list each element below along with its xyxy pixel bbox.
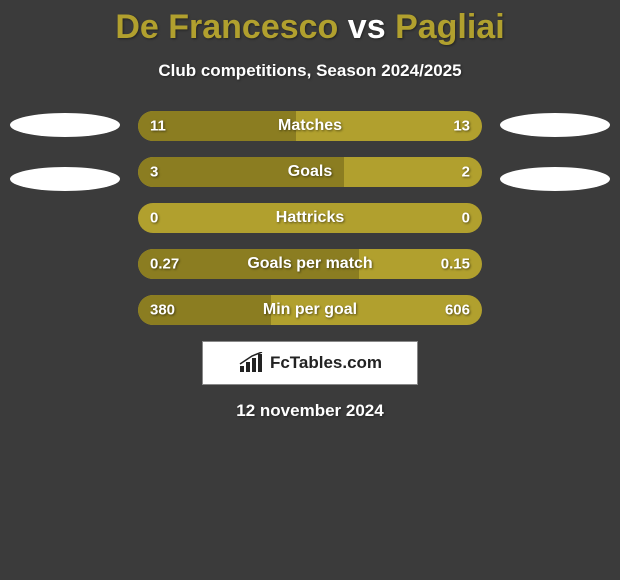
bar-right-val-2: 0 bbox=[462, 210, 470, 227]
bar-label-0: Matches bbox=[278, 117, 342, 135]
side-ellipses-right bbox=[490, 111, 620, 191]
bar-right-val-1: 2 bbox=[462, 164, 470, 181]
bar-left-val-4: 380 bbox=[150, 302, 175, 319]
bar-left-val-0: 11 bbox=[150, 118, 166, 135]
bar-label-2: Hattricks bbox=[276, 209, 344, 227]
bar-label-4: Min per goal bbox=[263, 301, 357, 319]
bar-row-1: 3 Goals 2 bbox=[138, 157, 482, 187]
bar-row-4: 380 Min per goal 606 bbox=[138, 295, 482, 325]
comparison-bars: 11 Matches 13 3 Goals 2 0 Hattricks 0 0.27 Goals p… bbox=[138, 111, 482, 325]
bar-left-val-3: 0.27 bbox=[150, 256, 179, 273]
ellipse-left-1 bbox=[10, 167, 120, 191]
ellipse-left-0 bbox=[10, 113, 120, 137]
ellipse-right-0 bbox=[500, 113, 610, 137]
title-player1: De Francesco bbox=[115, 8, 338, 46]
bar-right-val-0: 13 bbox=[453, 118, 470, 135]
bar-left-val-2: 0 bbox=[150, 210, 158, 227]
comparison-infographic: De Francesco vs Pagliai Club competition… bbox=[0, 0, 620, 580]
page-title: De Francesco vs Pagliai bbox=[0, 0, 620, 47]
bar-label-1: Goals bbox=[288, 163, 332, 181]
brand-text: FcTables.com bbox=[270, 353, 382, 373]
brand-box: FcTables.com bbox=[202, 341, 418, 385]
brand-chart-icon bbox=[238, 352, 264, 374]
date: 12 november 2024 bbox=[0, 401, 620, 421]
title-vs: vs bbox=[348, 8, 386, 46]
bar-row-0: 11 Matches 13 bbox=[138, 111, 482, 141]
subtitle: Club competitions, Season 2024/2025 bbox=[0, 61, 620, 81]
bar-right-val-3: 0.15 bbox=[441, 256, 470, 273]
bar-row-2: 0 Hattricks 0 bbox=[138, 203, 482, 233]
ellipse-right-1 bbox=[500, 167, 610, 191]
chart-area: 11 Matches 13 3 Goals 2 0 Hattricks 0 0.27 Goals p… bbox=[0, 111, 620, 325]
bar-row-3: 0.27 Goals per match 0.15 bbox=[138, 249, 482, 279]
bar-left-val-1: 3 bbox=[150, 164, 158, 181]
side-ellipses-left bbox=[0, 111, 130, 191]
bar-right-val-4: 606 bbox=[445, 302, 470, 319]
bar-label-3: Goals per match bbox=[247, 255, 372, 273]
title-player2: Pagliai bbox=[395, 8, 505, 46]
